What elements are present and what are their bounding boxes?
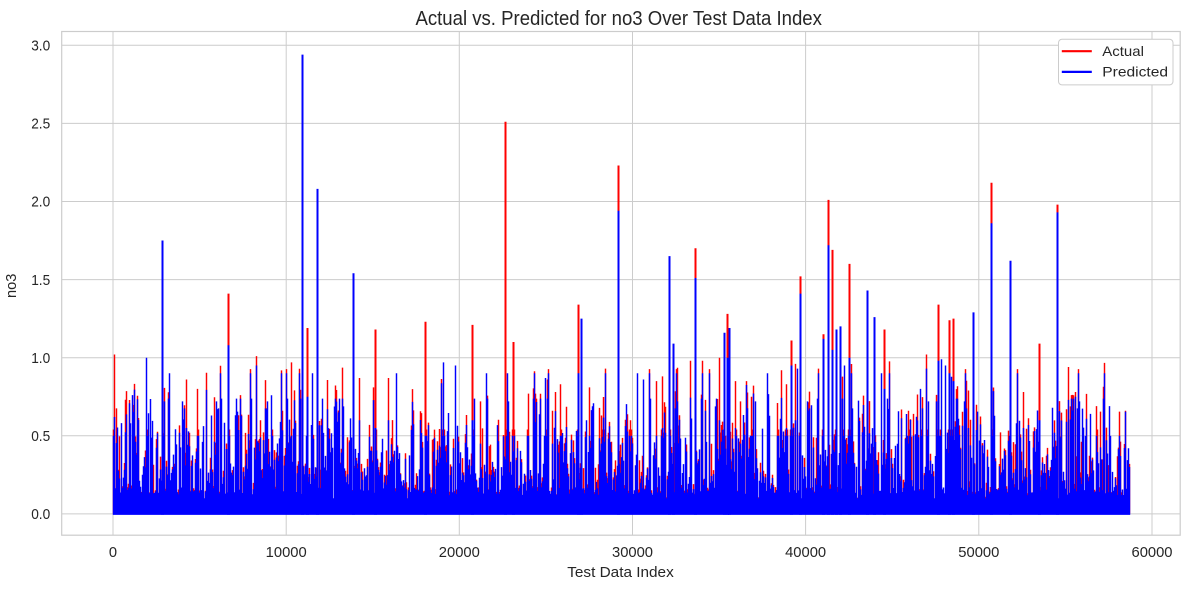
- svg-text:2.5: 2.5: [31, 117, 50, 133]
- svg-text:60000: 60000: [1132, 545, 1173, 561]
- svg-text:1.5: 1.5: [31, 273, 50, 289]
- svg-text:30000: 30000: [612, 545, 653, 561]
- svg-text:50000: 50000: [958, 545, 999, 561]
- svg-text:2.0: 2.0: [31, 195, 50, 211]
- svg-text:Actual: Actual: [1102, 43, 1144, 59]
- svg-text:0: 0: [109, 545, 117, 561]
- svg-text:20000: 20000: [439, 545, 480, 561]
- svg-text:40000: 40000: [785, 545, 826, 561]
- svg-text:1.0: 1.0: [31, 351, 50, 367]
- svg-text:Predicted: Predicted: [1102, 64, 1168, 80]
- svg-text:0.0: 0.0: [31, 507, 50, 523]
- svg-text:Actual vs. Predicted for no3 O: Actual vs. Predicted for no3 Over Test D…: [415, 7, 822, 30]
- svg-text:0.5: 0.5: [31, 429, 50, 445]
- svg-text:Test Data Index: Test Data Index: [567, 565, 674, 581]
- svg-text:3.0: 3.0: [31, 39, 50, 55]
- svg-text:10000: 10000: [266, 545, 307, 561]
- svg-text:no3: no3: [4, 274, 20, 298]
